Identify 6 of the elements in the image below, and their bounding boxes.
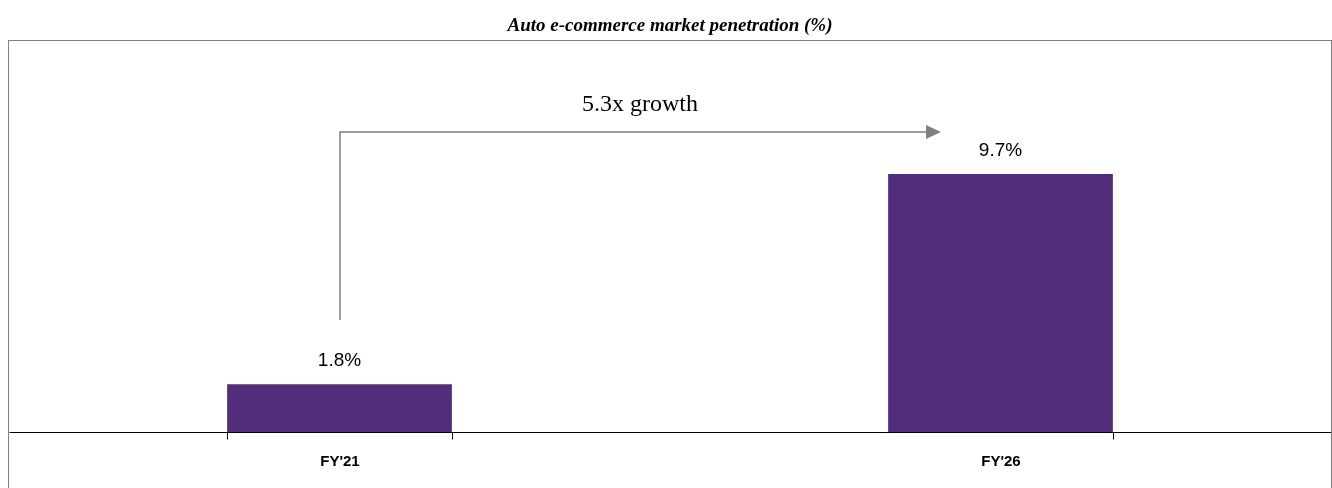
x-tick-label: FY'21 [320,451,360,469]
data-label: 9.7% [978,139,1023,161]
text: 5.3x growth [582,90,698,118]
chart-title: Auto e-commerce market penetration (%) [506,14,833,36]
x-tick-label: FY'26 [981,451,1021,469]
data-label: 1.8% [317,349,362,371]
